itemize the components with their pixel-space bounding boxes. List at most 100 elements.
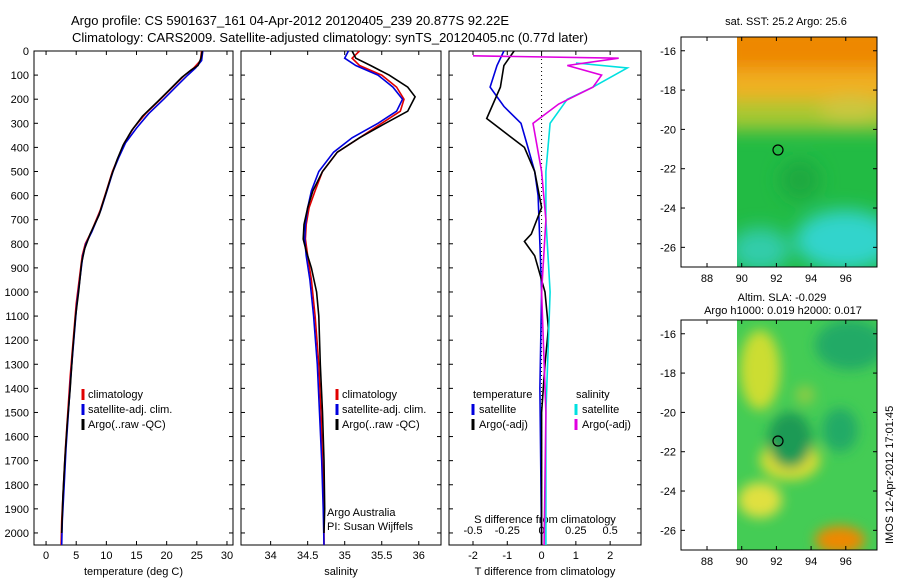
temperature-series-line xyxy=(60,50,204,546)
sla-argo-marker xyxy=(772,435,784,447)
difference-series-line xyxy=(489,50,543,546)
side-label: IMOS 12-Apr-2012 17:01:45 xyxy=(884,406,896,544)
panel-difference: -2 -1 0 1 2 T difference from climatology -0.5… xyxy=(448,50,642,578)
plot-panels: 0100200300400500600700800900100011001200… xyxy=(5,46,642,578)
temperature-xtick-label: 0 xyxy=(43,550,49,562)
sla-map-xtick-label: 88 xyxy=(701,556,713,568)
difference-xlabel: T difference from climatology xyxy=(475,566,616,578)
sla-map-frame xyxy=(680,319,878,551)
sla-map: Altim. SLA: -0.029 Argo h1000: 0.019 h20… xyxy=(660,292,878,568)
depth-tick-label: 1100 xyxy=(5,311,29,323)
salinity-xlabel: salinity xyxy=(324,566,358,578)
salinity-frame xyxy=(240,50,442,546)
sla-map-ytick-label: -20 xyxy=(660,407,676,419)
sst-map-ytick-label: -22 xyxy=(660,164,676,176)
panel-temperature: 0100200300400500600700800900100011001200… xyxy=(5,46,234,578)
salinity-series-line xyxy=(303,50,404,546)
difference-xtick-label: -1 xyxy=(502,550,512,562)
salinity-annotation: Argo Australia xyxy=(327,507,396,519)
sla-map-subtitle: Argo h1000: 0.019 h2000: 0.017 xyxy=(704,305,862,317)
sst-map-ytick-label: -24 xyxy=(660,203,676,215)
diff-legend-label: Argo(-adj) xyxy=(479,419,528,431)
temperature-series-line xyxy=(60,50,203,546)
depth-tick-label: 0 xyxy=(23,46,29,58)
temperature-xtick-label: 15 xyxy=(130,550,142,562)
depth-tick-label: 100 xyxy=(11,70,29,82)
salinity-xtick-label: 34 xyxy=(265,550,277,562)
depth-tick-label: 1600 xyxy=(5,432,29,444)
salinity-series-line xyxy=(304,50,405,545)
sla-map-ytick-label: -26 xyxy=(660,525,676,537)
sst-map-title: sat. SST: 25.2 Argo: 25.6 xyxy=(725,16,847,28)
difference-xtick-label: -2 xyxy=(468,550,478,562)
difference-series-line xyxy=(545,62,630,545)
difference-xtick-label: 1 xyxy=(573,550,579,562)
difference-series-line xyxy=(472,55,619,546)
salinity-legend-label: climatology xyxy=(342,389,398,401)
salinity-xtick-label: 36 xyxy=(413,550,425,562)
sla-map-ytick-label: -22 xyxy=(660,447,676,459)
salinity-annotation: PI: Susan Wijffels xyxy=(327,521,413,533)
sst-argo-marker xyxy=(772,144,784,156)
sdiff-tick-label: 0.5 xyxy=(602,525,617,537)
depth-tick-label: 1300 xyxy=(5,359,29,371)
salinity-legend-label: Argo(..raw -QC) xyxy=(342,419,420,431)
temperature-series-line xyxy=(60,50,203,534)
temperature-xtick-label: 5 xyxy=(73,550,79,562)
difference-xtick-label: 2 xyxy=(607,550,613,562)
temperature-legend-label: satellite-adj. clim. xyxy=(88,404,172,416)
temperature-legend-label: Argo(..raw -QC) xyxy=(88,419,166,431)
title-line-2: Climatology: CARS2009. Satellite-adjuste… xyxy=(72,30,588,45)
depth-tick-label: 1800 xyxy=(5,480,29,492)
depth-tick-label: 600 xyxy=(11,191,29,203)
sst-map-ytick-label: -16 xyxy=(660,46,676,58)
depth-tick-label: 1500 xyxy=(5,407,29,419)
sla-map-ytick-label: -24 xyxy=(660,486,676,498)
sdiff-tick-label: -0.25 xyxy=(495,525,520,537)
temperature-xtick-label: 20 xyxy=(161,550,173,562)
depth-tick-label: 1400 xyxy=(5,383,29,395)
difference-series-line xyxy=(485,50,550,545)
depth-tick-label: 700 xyxy=(11,215,29,227)
sst-map-xtick-label: 90 xyxy=(736,273,748,285)
sla-map-ytick-label: -18 xyxy=(660,368,676,380)
salinity-xtick-label: 34.5 xyxy=(297,550,318,562)
depth-tick-label: 500 xyxy=(11,166,29,178)
salinity-legend-label: satellite-adj. clim. xyxy=(342,404,426,416)
temperature-xtick-label: 30 xyxy=(221,550,233,562)
sdiff-tick-label: 0.25 xyxy=(565,525,586,537)
temperature-frame xyxy=(33,50,234,546)
depth-tick-label: 1000 xyxy=(5,287,29,299)
sdiff-tick-label: -0.5 xyxy=(464,525,483,537)
sst-map-frame xyxy=(680,36,878,268)
temperature-xtick-label: 10 xyxy=(100,550,112,562)
salinity-xtick-label: 35.5 xyxy=(371,550,392,562)
temperature-xlabel: temperature (deg C) xyxy=(84,566,183,578)
diff-legend-label: Argo(-adj) xyxy=(582,419,631,431)
salinity-series-line xyxy=(302,50,417,534)
diff-legend-label: satellite xyxy=(582,404,619,416)
difference-frame xyxy=(448,50,642,546)
salinity-xtick-label: 35 xyxy=(339,550,351,562)
difference-xtick-label: 0 xyxy=(539,550,545,562)
depth-tick-label: 900 xyxy=(11,263,29,275)
sst-map-xtick-label: 94 xyxy=(805,273,817,285)
title-line-1: Argo profile: CS 5901637_161 04-Apr-2012… xyxy=(71,13,509,28)
sla-map-xtick-label: 96 xyxy=(840,556,852,568)
sst-map-ytick-label: -26 xyxy=(660,242,676,254)
depth-tick-label: 800 xyxy=(11,239,29,251)
panel-salinity: 34 34.5 35 35.5 36 salinity climatology satelli… xyxy=(240,50,442,578)
diff-legend-label: satellite xyxy=(479,404,516,416)
sst-heatmap xyxy=(737,37,877,267)
sla-map-xtick-label: 90 xyxy=(736,556,748,568)
sst-map-ytick-label: -18 xyxy=(660,85,676,97)
temperature-xtick-label: 25 xyxy=(191,550,203,562)
sla-heatmap xyxy=(737,320,877,550)
sla-map-title: Altim. SLA: -0.029 xyxy=(738,292,827,304)
sla-map-xtick-label: 94 xyxy=(805,556,817,568)
sla-map-xtick-label: 92 xyxy=(770,556,782,568)
depth-tick-label: 200 xyxy=(11,94,29,106)
depth-tick-label: 1900 xyxy=(5,504,29,516)
sla-map-ytick-label: -16 xyxy=(660,329,676,341)
